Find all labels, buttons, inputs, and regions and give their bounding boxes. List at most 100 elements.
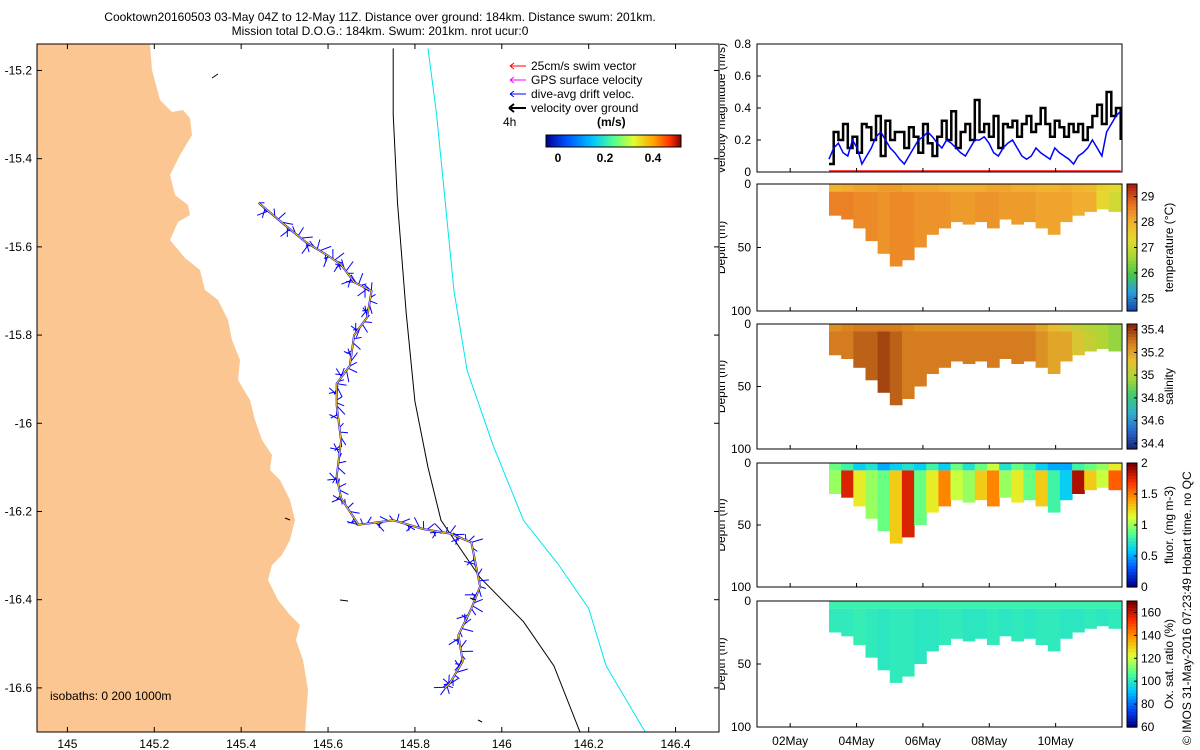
colorbar-segment [1127,218,1137,223]
drift-vector [336,402,345,407]
colorbar-segment [1127,583,1137,588]
colorbar-segment [1127,654,1137,659]
section-cell [853,608,866,646]
colorbar-segment [1127,342,1137,347]
section-cell-surface [1011,601,1024,609]
drift-vector [277,212,286,220]
legend-drift: dive-avg drift veloc. [531,87,634,101]
colorbar-segment [1127,358,1137,363]
colorbar-frame [1126,600,1138,728]
drift-vector [353,336,362,340]
section-cell-surface [1011,184,1024,192]
colorbar-tick-label: 160 [1141,605,1161,619]
drift-vector [448,637,460,646]
colorbar-tick-label: 28 [1141,215,1155,229]
colorbar-segment [1127,705,1137,709]
vel-y-tick-label: 0 [744,165,751,179]
map-axes-frame [36,43,720,733]
colorbar-tick-label: 34.8 [1141,391,1165,405]
drift-vector [375,522,385,532]
section-cell-surface [1023,184,1037,192]
vel-y-tick-label: 0.2 [734,133,751,147]
depth-panel-2: 0 50 100 Depth (m) 0 0.5 1 1.5 2 fluor. (mg m-3) [720,456,1176,594]
colorbar-segment [1127,632,1137,637]
section-cell [1047,191,1061,235]
section-cell [950,191,964,223]
section-cell-surface [1059,463,1073,471]
colorbar-segment [1127,717,1137,722]
section-cell-surface [999,463,1012,471]
section-cell-surface [1072,324,1085,332]
colorbar-segment [1127,445,1137,450]
section-cell-surface [962,324,976,332]
section-cell-surface [829,601,842,609]
isobath-legend: isobaths: 0 200 1000m [50,689,171,703]
section-cell [974,331,988,362]
section-cell-surface [1047,463,1061,471]
section-cell-surface [1047,601,1061,609]
section-cell [829,470,842,494]
section-cell [1108,331,1122,352]
drift-vector [478,579,489,582]
colorbar-label: salinity [1162,368,1176,405]
section-cell-surface [1059,184,1073,192]
section-cell [841,470,854,498]
colorbar-segment [1127,552,1137,557]
section-cell-surface [901,184,915,192]
colorbar-segment [1127,209,1137,214]
section-cell [829,191,842,216]
drift-vector [347,502,354,509]
colorbar-segment [1127,635,1137,640]
section-cell-surface [841,463,854,471]
section-cell-surface [974,184,988,192]
section-cell [1072,470,1085,494]
colorbar-tick-label: 34.6 [1141,414,1165,428]
map-y-tick-label: -16.2 [5,504,33,518]
map-x-tick-label: 146.2 [574,737,604,750]
colorbar-segment [1127,629,1137,634]
section-cell-surface [1096,184,1110,192]
legend-interval: 4h [503,115,516,129]
section-cell-surface [962,601,976,609]
map-x-tick-label: 146.4 [661,737,691,750]
section-cell-surface [877,324,891,332]
section-cell-surface [950,184,964,192]
section-cell-surface [1023,463,1037,471]
section-cell [926,608,939,652]
drift-vector [338,483,347,488]
drift-vector [335,368,343,378]
colorbar-segment [1127,411,1137,416]
colorbar-segment [1127,367,1137,372]
colorbar-segment [1127,478,1137,483]
speed-colorbar [545,134,682,148]
drift-vector [334,252,345,261]
section-cell-surface [1084,184,1097,192]
drift-vector [336,405,346,415]
colorbar-segment [1127,546,1137,551]
depth-ylabel: Depth (m) [720,498,728,551]
drift-vector [316,239,321,250]
drift-vector [460,639,467,649]
colorbar-segment [1127,408,1137,413]
colorbar-segment [1127,667,1137,671]
depth-y-tick-label: 100 [731,580,751,594]
colorbar-segment [1127,364,1137,369]
colorbar-segment [1127,234,1137,239]
colorbar-segment [1127,420,1137,425]
colorbar-segment [1127,339,1137,344]
section-cell [889,470,903,544]
colorbar-segment [1127,206,1137,210]
section-cell-surface [841,324,854,332]
drift-vector [361,323,369,333]
section-cell-surface [865,463,879,471]
drift-vector [406,525,413,532]
drift-vector [329,472,339,483]
drift-vector [330,447,341,451]
section-cell [1011,470,1024,503]
drift-vector [328,391,337,394]
colorbar-segment [1127,695,1137,700]
map-y-tick-label: -15.8 [5,328,33,342]
colorbar-segment [1127,463,1137,467]
section-cell-surface [1059,324,1073,332]
velocity-axes-frame [756,43,1123,173]
